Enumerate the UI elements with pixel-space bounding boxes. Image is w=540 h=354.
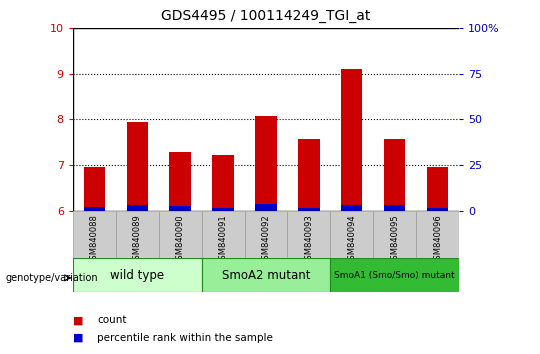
Bar (116, 211, 159, 258)
Text: GSM840095: GSM840095 (390, 215, 399, 265)
Text: wild type: wild type (110, 269, 164, 282)
Bar (427, 209, 448, 211)
Text: GSM840091: GSM840091 (219, 215, 227, 265)
Text: GSM840092: GSM840092 (261, 215, 271, 265)
Bar (427, 167, 448, 211)
Bar (170, 206, 191, 211)
Bar (126, 122, 148, 211)
Text: GSM840094: GSM840094 (347, 215, 356, 265)
Bar (84, 167, 105, 211)
Bar (341, 69, 362, 211)
Text: genotype/variation: genotype/variation (5, 273, 98, 283)
Title: GDS4495 / 100114249_TGI_at: GDS4495 / 100114249_TGI_at (161, 9, 370, 23)
Bar (298, 139, 320, 211)
Bar (212, 155, 234, 211)
Text: SmoA2 mutant: SmoA2 mutant (222, 269, 310, 282)
Text: GSM840096: GSM840096 (433, 215, 442, 265)
Bar (73, 258, 201, 292)
Bar (255, 204, 276, 211)
Bar (245, 211, 287, 258)
Bar (384, 139, 406, 211)
Bar (255, 116, 276, 211)
Bar (330, 258, 459, 292)
Bar (126, 205, 148, 211)
Text: GSM840088: GSM840088 (90, 215, 99, 266)
Text: GSM840093: GSM840093 (305, 215, 313, 265)
Bar (416, 211, 459, 258)
Text: ■: ■ (73, 315, 83, 325)
Text: ■: ■ (73, 333, 83, 343)
Text: count: count (97, 315, 127, 325)
Bar (201, 211, 245, 258)
Bar (84, 207, 105, 211)
Bar (330, 211, 373, 258)
Bar (201, 258, 330, 292)
Text: GSM840090: GSM840090 (176, 215, 185, 265)
Text: percentile rank within the sample: percentile rank within the sample (97, 333, 273, 343)
Bar (159, 211, 201, 258)
Bar (341, 205, 362, 211)
Bar (170, 152, 191, 211)
Bar (73, 211, 116, 258)
Bar (212, 209, 234, 211)
Bar (384, 205, 406, 211)
Bar (373, 211, 416, 258)
Bar (298, 209, 320, 211)
Text: SmoA1 (Smo/Smo) mutant: SmoA1 (Smo/Smo) mutant (334, 271, 455, 280)
Text: GSM840089: GSM840089 (133, 215, 141, 265)
Bar (287, 211, 330, 258)
